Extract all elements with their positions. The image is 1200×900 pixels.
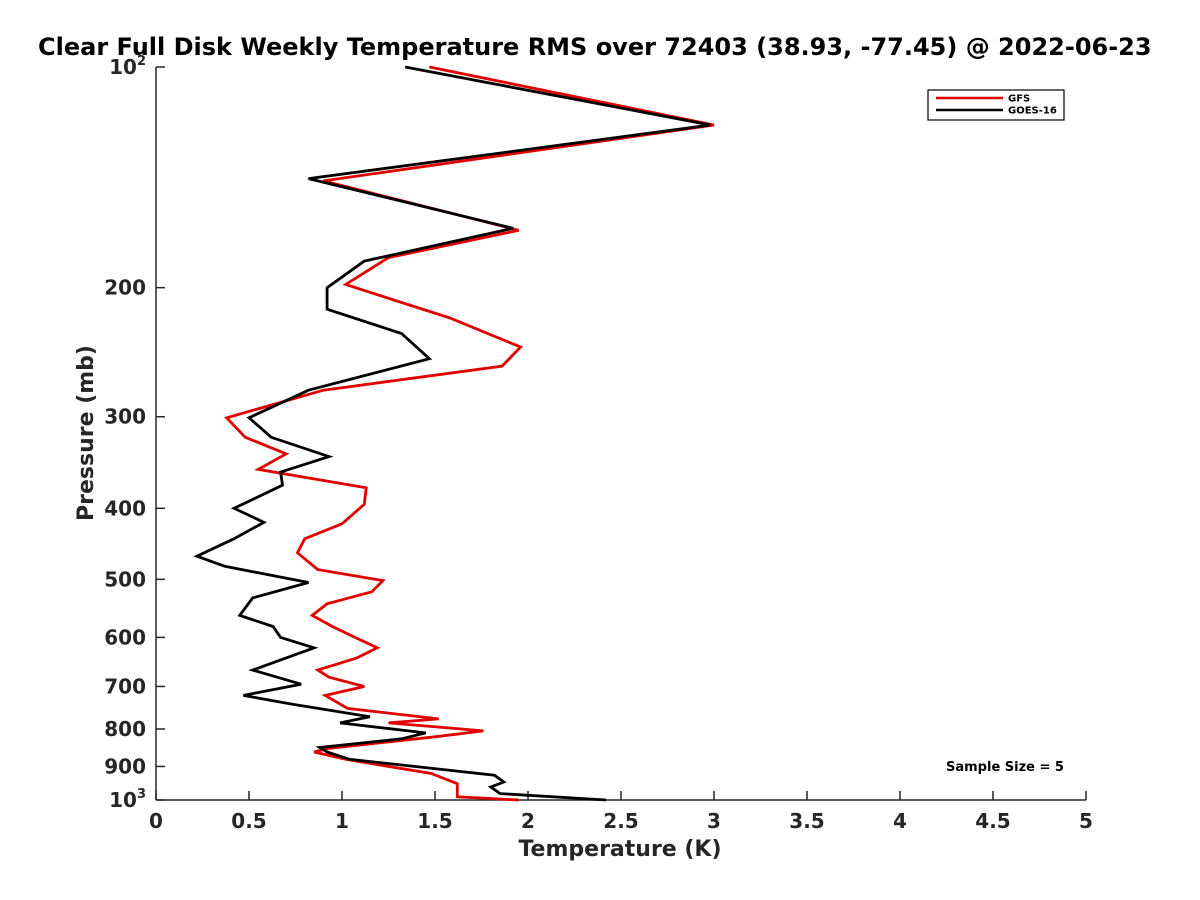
y-tick-label: 700 — [104, 674, 146, 698]
x-tick-label: 2.5 — [603, 809, 638, 833]
series-line-goes-16 — [193, 65, 711, 802]
y-tick-label: 102 — [109, 54, 146, 79]
x-tick-label: 5 — [1079, 809, 1093, 833]
y-tick-label: 300 — [104, 405, 146, 429]
series-line-gfs — [224, 65, 715, 802]
y-tick-label: 400 — [104, 496, 146, 520]
legend-box — [927, 89, 1065, 121]
y-tick-label: 500 — [104, 567, 146, 591]
sample-size-annotation: Sample Size = 5 — [946, 760, 1064, 775]
legend-label-gfs: GFS — [1008, 94, 1030, 105]
y-tick-label: 600 — [104, 625, 146, 649]
y-tick-label: 103 — [109, 787, 146, 812]
x-tick-label: 3.5 — [789, 809, 824, 833]
y-axis-label: Pressure (mb) — [74, 345, 99, 521]
y-tick-label: 800 — [104, 717, 146, 741]
x-tick-label: 3 — [707, 809, 721, 833]
x-tick-label: 1.5 — [417, 809, 452, 833]
legend-label-goes-16: GOES-16 — [1008, 106, 1057, 117]
chart-title: Clear Full Disk Weekly Temperature RMS o… — [38, 33, 1152, 61]
x-tick-label: 4 — [893, 809, 907, 833]
x-axis-label: Temperature (K) — [518, 837, 721, 862]
y-tick-label: 200 — [104, 276, 146, 300]
x-tick-label: 0 — [149, 809, 163, 833]
x-tick-label: 2 — [521, 809, 535, 833]
y-tick-label: 900 — [104, 754, 146, 778]
series-layer — [193, 65, 715, 802]
legend: GFS GOES-16 — [927, 89, 1065, 121]
x-tick-label: 1 — [335, 809, 349, 833]
x-tick-label: 4.5 — [975, 809, 1010, 833]
axes: 0 0.5 1 1.5 2 2.5 3 3.5 4 4.5 5 102 200 300 400 500 600 7… — [104, 54, 1093, 833]
x-tick-label: 0.5 — [231, 809, 266, 833]
